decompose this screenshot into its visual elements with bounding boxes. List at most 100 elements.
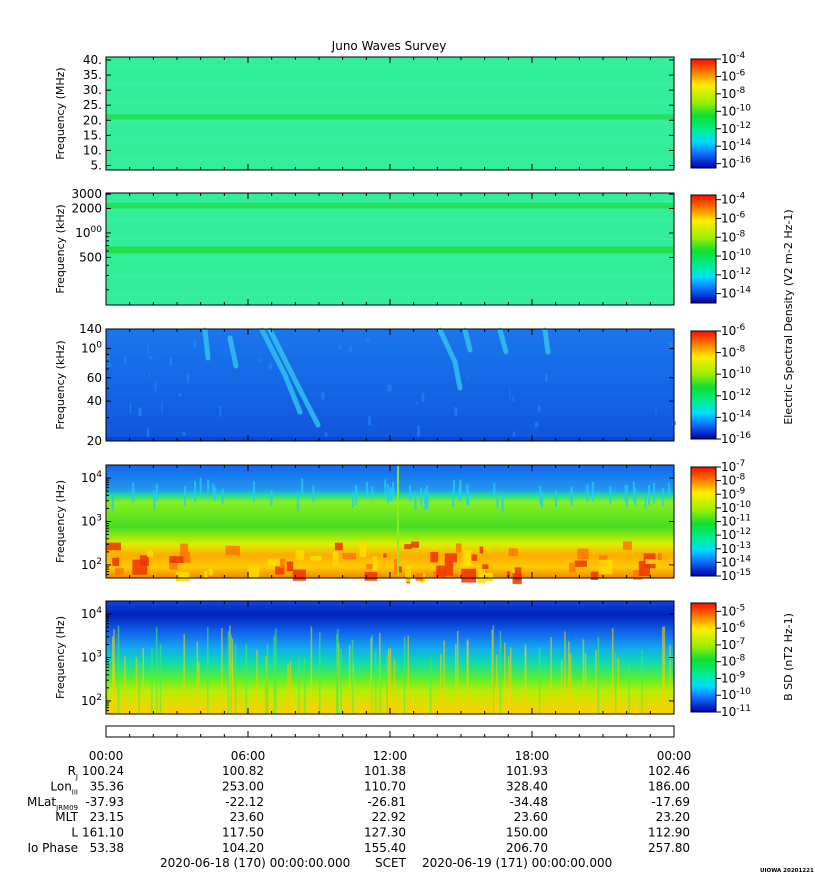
impulse-streak [617, 658, 620, 714]
boundary-spike [458, 487, 461, 501]
impulse-streak [509, 647, 512, 714]
intensity-patch [286, 561, 294, 572]
footer-stamp: UIOWA 20201221 [760, 868, 814, 874]
intensity-patch [169, 556, 184, 563]
impulse-streak [231, 638, 234, 714]
y-tick-label: 2000 [71, 201, 102, 215]
footer-end: 2020-06-19 (171) 00:00:00.000 [422, 856, 612, 870]
y-tick-label: 40 [87, 394, 102, 408]
ephemeris-value: 23.20 [656, 810, 690, 824]
colorbar-title-electric: Electric Spectral Density (V2 m-2 Hz-1) B… [782, 209, 795, 701]
time-label: 12:00 [373, 749, 408, 763]
texture-line [106, 83, 674, 85]
boundary-spike [371, 486, 374, 500]
boundary-spike [389, 487, 392, 501]
texture-line [106, 238, 674, 240]
impulse-streak [454, 644, 457, 714]
spectrogram-panel-3: 140 100 60 40 20 Frequency (kHz) 10-6 10-8 10-10… [54, 322, 751, 448]
noise-speck [537, 405, 541, 412]
ephemeris-row-3: MLT 23.15 23.60 22.92 23.60 23.20 [55, 810, 690, 824]
impulse-streak [560, 660, 563, 714]
intensity-patch [444, 553, 458, 563]
intensity-patch [106, 542, 121, 551]
boundary-spike [155, 484, 158, 502]
intensity-patch [203, 570, 208, 579]
colorbar-label: 10-4 [721, 192, 746, 207]
impulse-streak [595, 650, 597, 714]
intensity-patch [394, 558, 399, 575]
impulse-streak [117, 625, 120, 714]
noise-speck [268, 363, 273, 370]
boundary-spike [644, 493, 647, 509]
colorbar-label: 10-6 [721, 210, 746, 225]
boundary-spike [653, 483, 656, 504]
intensity-patch [295, 550, 305, 560]
ephemeris-value: -22.12 [225, 795, 264, 809]
spectrogram-background [106, 465, 674, 578]
impulse-streak [456, 630, 459, 714]
colorbar-scale [690, 58, 717, 169]
impulse-streak [319, 632, 321, 714]
boundary-spike [555, 490, 558, 508]
intensity-patch [461, 568, 477, 583]
colorbar-label: 10-14 [721, 409, 751, 424]
ephemeris-row-4: L 161.10 117.50 127.30 150.00 112.90 [71, 826, 690, 840]
intensity-patch [372, 556, 378, 571]
boundary-spike [312, 485, 315, 502]
intensity-patch [332, 551, 339, 566]
colorbar-label: 10-14 [721, 138, 751, 153]
intensity-patch [359, 541, 367, 557]
boundary-spike [212, 483, 215, 497]
y-tick-label: 102 [81, 693, 102, 708]
ephemeris-value: 23.60 [514, 810, 548, 824]
impulse-streak [155, 627, 158, 714]
y-tick-label: 103 [81, 650, 102, 665]
boundary-spike [501, 492, 504, 513]
noise-speck [177, 393, 182, 397]
impulse-streak [669, 644, 671, 714]
y-axis-label: Frequency (MHz) [54, 67, 67, 159]
intensity-patch [482, 564, 489, 569]
noise-speck [149, 355, 153, 360]
intensity-patch [436, 565, 447, 577]
time-label: 00:00 [657, 749, 692, 763]
colorbar-label: 10-11 [721, 514, 751, 529]
intensity-patch [483, 572, 493, 582]
intensity-patch [179, 551, 191, 564]
boundary-spike [452, 490, 455, 508]
impulse-streak [584, 653, 587, 714]
intensity-patch [622, 541, 633, 551]
impulse-streak [389, 648, 392, 714]
time-label: 00:00 [89, 749, 124, 763]
impulse-streak [151, 647, 153, 714]
intensity-patch [112, 557, 120, 567]
ephemeris-value: 328.40 [506, 779, 548, 793]
texture-line [106, 219, 674, 221]
colorbar-label: 10-5 [721, 603, 745, 618]
boundary-spike [496, 492, 499, 509]
noise-speck [182, 432, 186, 436]
colorbar-scale [690, 330, 717, 440]
impulse-streak [289, 661, 292, 714]
colorbar-scale [690, 466, 717, 577]
y-tick-label: 20. [83, 113, 102, 127]
intensity-patch [456, 543, 462, 553]
colorbar-label: 10-16 [721, 156, 751, 171]
noise-speck [186, 372, 190, 383]
boundary-spike [153, 489, 156, 510]
ephemeris-row-1: LonIII 35.36 253.00 110.70 328.40 186.00 [50, 779, 690, 796]
intensity-patch [506, 571, 511, 577]
intensity-patch [147, 550, 153, 558]
boundary-spike [591, 481, 594, 502]
impulse-streak [379, 655, 381, 714]
impulse-streak [403, 636, 406, 714]
colorbar-label: 10-10 [721, 103, 751, 118]
impulse-streak [550, 636, 552, 714]
impulse-streak [508, 656, 510, 714]
intensity-patch [383, 553, 387, 558]
intensity-patch [514, 567, 522, 581]
boundary-spike [199, 478, 202, 495]
intensity-patch [366, 564, 373, 569]
texture-line [106, 294, 674, 296]
